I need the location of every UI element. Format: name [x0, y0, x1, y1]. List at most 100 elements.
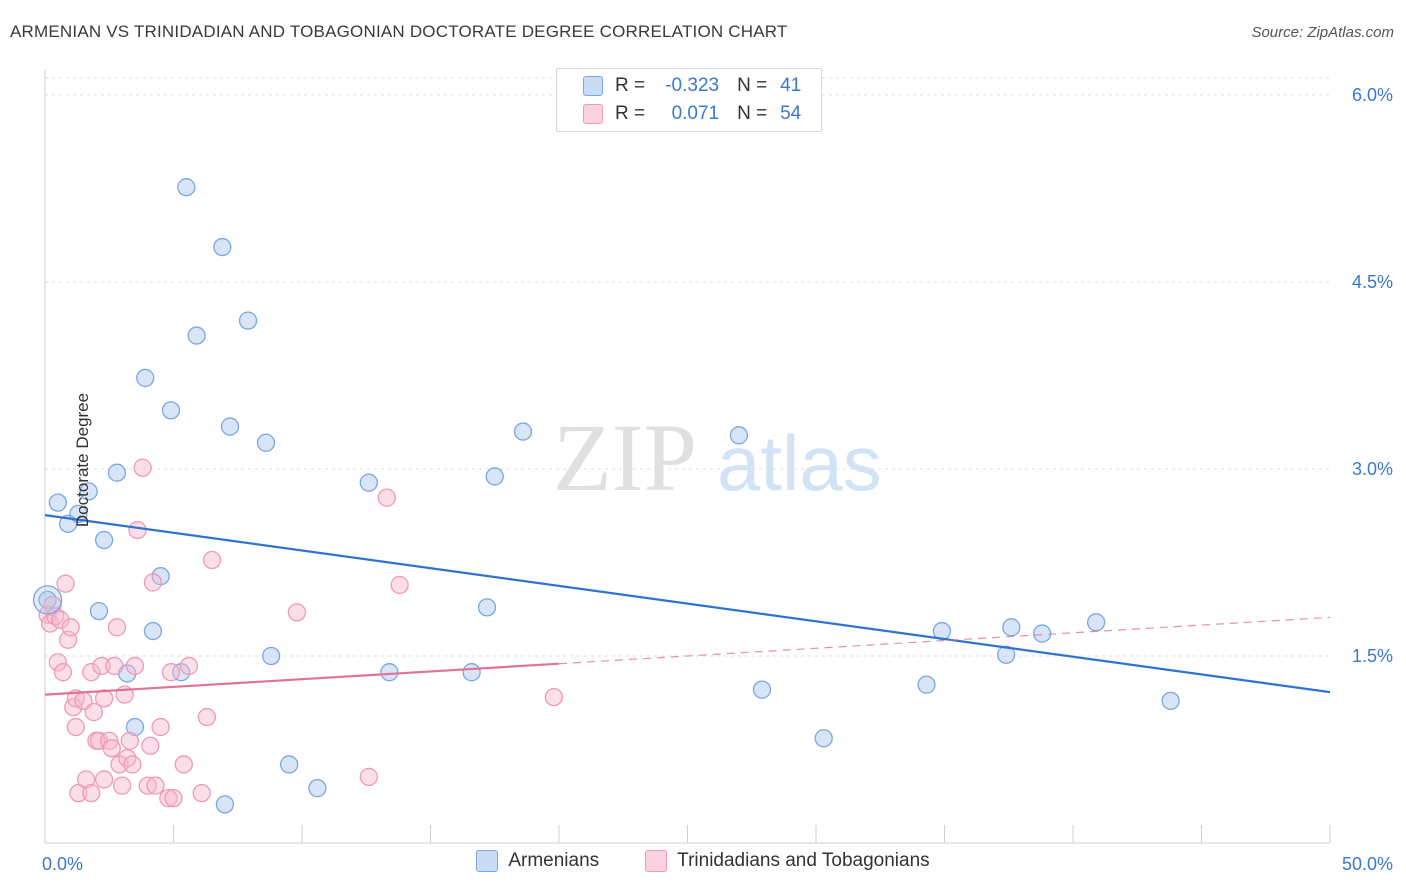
- trinidadian-point: [164, 788, 183, 808]
- trinidadian-point: [125, 656, 145, 676]
- armenian-point: [513, 422, 533, 441]
- armenian-point: [238, 311, 258, 330]
- y-axis-label: Doctorate Degree: [73, 392, 93, 528]
- armenian-point: [1161, 691, 1180, 711]
- armenian-point: [187, 326, 206, 345]
- legend-r-value: -0.323: [665, 75, 720, 96]
- trinidadian-point: [107, 618, 127, 637]
- trinidadian-point: [82, 783, 101, 803]
- trend-lines: [44, 514, 1331, 696]
- legend-label-trinidadians: Trinidadians and Tobagonians: [677, 850, 930, 871]
- watermark-atlas: atlas: [717, 419, 882, 507]
- legend-item-trinidadians: Trinidadians and Tobagonians: [645, 850, 930, 872]
- series-legend: Armenians Trinidadians and Tobagonians: [0, 850, 1406, 872]
- trinidadian-trend-line: [44, 662, 560, 696]
- legend-n-label: N =: [737, 75, 768, 96]
- armenian-point: [485, 467, 504, 486]
- x-tick-label-max: 50.0%: [1342, 854, 1393, 874]
- armenian-point: [380, 663, 399, 682]
- trinidadian-point: [120, 731, 139, 750]
- trinidadian-point: [48, 653, 67, 672]
- trinidadian-point: [287, 603, 307, 622]
- armenian-point: [308, 778, 327, 798]
- armenian-point: [729, 426, 749, 445]
- armenian-point: [215, 795, 235, 814]
- trinidadian-point: [53, 663, 73, 682]
- armenian-point: [107, 463, 127, 482]
- trinidadian-point: [359, 767, 378, 787]
- y-tick-label: 3.0%: [1352, 459, 1393, 479]
- trinidadian-point: [128, 520, 147, 540]
- trinidadian-point: [138, 776, 157, 795]
- trinidadian-point: [390, 575, 409, 595]
- legend-n-label: N =: [737, 103, 768, 124]
- chart-source: Source: ZipAtlas.com: [1251, 24, 1394, 41]
- armenian-point: [359, 473, 378, 492]
- armenian-point: [477, 598, 497, 617]
- trinidadian-point: [61, 618, 80, 637]
- trinidadian-point: [202, 550, 222, 570]
- x-tick-label-min: 0.0%: [42, 854, 83, 874]
- legend-item-armenians: Armenians: [476, 850, 599, 872]
- trinidadian-point: [141, 736, 160, 755]
- legend-swatch-trinidadians: [583, 104, 603, 124]
- armenian-point: [997, 645, 1016, 664]
- tick-labels: 1.5% 3.0% 4.5% 6.0% 0.0% 50.0%: [42, 85, 1393, 874]
- trinidadian-point: [105, 656, 124, 676]
- armenian-point: [125, 717, 145, 737]
- stats-legend: R = -0.323 N = 41 R = 0.071 N = 54: [556, 68, 822, 132]
- trinidadian-point: [66, 717, 85, 737]
- trinidadian-point: [133, 458, 152, 477]
- armenian-point: [143, 621, 163, 641]
- armenian-point: [1033, 624, 1052, 643]
- watermark-zip: ZIP: [553, 404, 697, 511]
- trinidadian-point: [174, 755, 193, 774]
- legend-r-value: 0.071: [671, 103, 720, 124]
- legend-swatch-armenians: [583, 76, 603, 96]
- chart-title: ARMENIAN VS TRINIDADIAN AND TOBAGONIAN D…: [10, 22, 788, 41]
- armenian-point: [917, 675, 936, 694]
- gridlines: [45, 77, 1330, 657]
- armenian-point: [177, 178, 196, 197]
- armenian-point: [262, 646, 281, 666]
- armenian-trend-line: [44, 514, 1331, 694]
- trinidadian-point: [94, 689, 114, 708]
- legend-n-value: 41: [780, 75, 802, 96]
- armenian-point: [1086, 613, 1106, 632]
- trinidadian-point: [179, 656, 199, 676]
- trinidadian-point: [76, 770, 96, 789]
- armenian-point: [462, 663, 481, 682]
- trinidadian-point: [159, 788, 178, 808]
- trinidadian-point: [84, 702, 103, 722]
- armenian-point: [256, 433, 276, 452]
- trinidadian-point: [69, 783, 88, 803]
- armenian-point: [220, 417, 240, 436]
- y-tick-label: 6.0%: [1352, 85, 1393, 105]
- legend-label-armenians: Armenians: [508, 850, 600, 871]
- trinidadian-point: [112, 776, 132, 795]
- armenian-point: [161, 401, 181, 420]
- y-tick-label: 4.5%: [1352, 272, 1393, 292]
- trinidadian-point: [56, 574, 75, 593]
- legend-row-armenians: R = -0.323 N = 41: [583, 73, 801, 99]
- watermark: ZIP atlas: [553, 404, 882, 511]
- trinidadian-point: [377, 488, 396, 507]
- legend-n-value: 54: [780, 103, 802, 124]
- armenian-point: [279, 755, 299, 774]
- trinidadian-point: [197, 707, 217, 727]
- legend-r-label: R =: [615, 75, 646, 96]
- armenian-cluster-point: [32, 585, 63, 615]
- trinidadian-trend-line-extension: [558, 616, 1331, 665]
- armenian-point: [48, 493, 67, 512]
- trinidadian-point: [94, 770, 114, 789]
- armenian-point: [89, 601, 109, 621]
- trinidadian-point: [102, 739, 121, 758]
- legend-row-trinidadians: R = 0.071 N = 54: [583, 101, 801, 127]
- data-points: [32, 178, 1180, 814]
- trinidadian-point: [192, 783, 211, 803]
- armenian-point: [79, 482, 98, 501]
- armenian-point: [814, 729, 833, 748]
- legend-swatch-trinidadians: [645, 850, 668, 872]
- legend-swatch-armenians: [476, 850, 499, 872]
